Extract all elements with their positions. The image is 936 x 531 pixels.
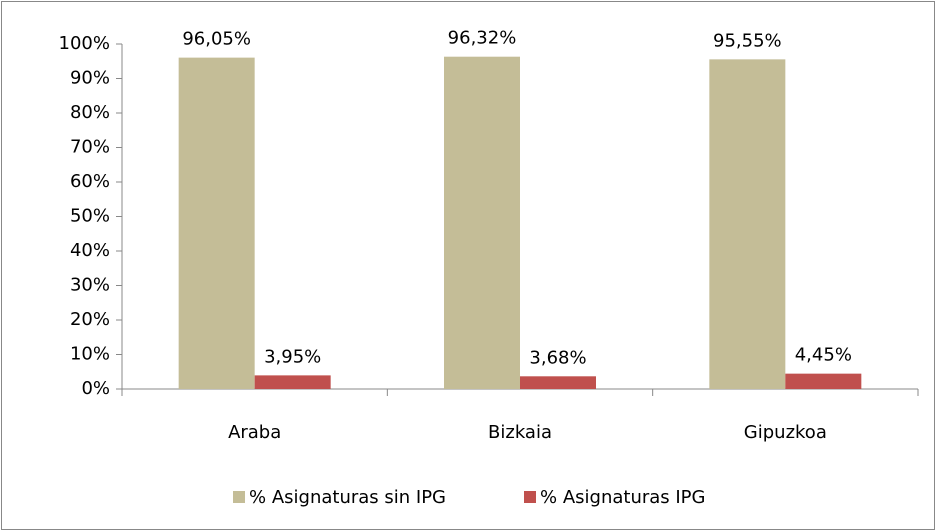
y-tick-label: 60% <box>70 171 110 192</box>
bar <box>254 375 331 389</box>
bar <box>785 373 862 389</box>
legend-swatch <box>233 491 245 503</box>
y-tick-label: 10% <box>70 344 110 365</box>
data-label: 4,45% <box>795 345 852 366</box>
legend-label: % Asignaturas IPG <box>540 487 706 508</box>
y-tick-label: 50% <box>70 206 110 227</box>
legend-swatch <box>524 491 536 503</box>
data-label: 96,05% <box>182 29 251 50</box>
bar <box>709 59 786 389</box>
data-label: 3,95% <box>264 346 321 367</box>
x-tick-label: Araba <box>228 422 281 443</box>
data-label: 96,32% <box>448 28 517 49</box>
data-label: 95,55% <box>713 30 782 51</box>
legend-label: % Asignaturas sin IPG <box>249 487 446 508</box>
y-tick-label: 0% <box>81 378 110 399</box>
y-tick-label: 30% <box>70 275 110 296</box>
bar <box>520 376 596 389</box>
data-label: 3,68% <box>529 347 586 368</box>
bar <box>444 56 520 390</box>
y-tick-label: 100% <box>59 33 110 54</box>
x-tick-label: Bizkaia <box>488 422 552 443</box>
y-tick-label: 80% <box>70 102 110 123</box>
y-tick-label: 70% <box>70 137 110 158</box>
x-tick-label: Gipuzkoa <box>744 422 827 443</box>
bar <box>178 57 255 389</box>
y-tick-label: 40% <box>70 240 110 261</box>
y-tick-label: 20% <box>70 309 110 330</box>
y-tick-label: 90% <box>70 68 110 89</box>
